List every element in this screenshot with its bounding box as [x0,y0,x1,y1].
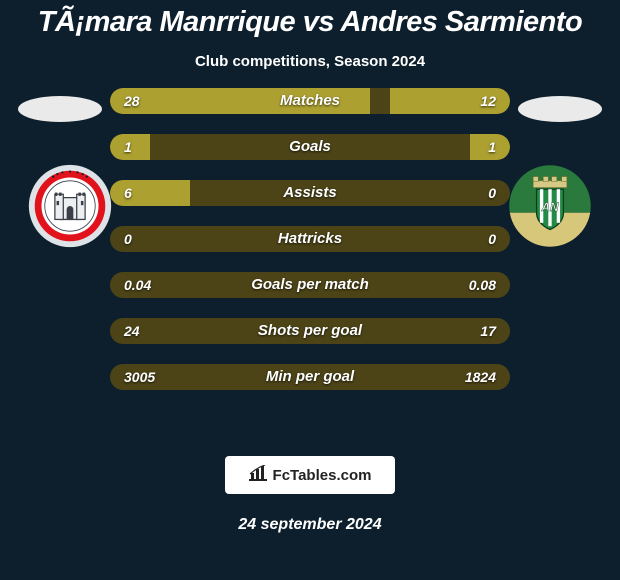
stat-value-right: 12 [480,88,496,114]
stat-value-right: 0 [488,180,496,206]
stat-label: Min per goal [110,364,510,390]
stat-row-gpm: 0.04 Goals per match 0.08 [110,272,510,298]
stat-value-right: 17 [480,318,496,344]
page-title: TÃ¡mara Manrrique vs Andres Sarmiento [0,6,620,39]
stat-row-spg: 24 Shots per goal 17 [110,318,510,344]
stat-row-assists: 6 Assists 0 [110,180,510,206]
right-platform [518,96,602,122]
stat-label: Hattricks [110,226,510,252]
stat-label: Goals per match [110,272,510,298]
brand-link[interactable]: FcTables.com [225,456,395,494]
stat-value-right: 0 [488,226,496,252]
right-club-crest: AN [508,164,592,248]
stats-arena: AN 28 Matches 12 1 Goals 1 6 [0,102,620,442]
chart-icon [249,465,267,485]
stat-value-right: 1824 [465,364,496,390]
page-subtitle: Club competitions, Season 2024 [0,53,620,70]
brand-text: FcTables.com [273,467,372,484]
left-club-crest [28,164,112,248]
stat-label: Assists [110,180,510,206]
stat-row-goals: 1 Goals 1 [110,134,510,160]
stat-label: Matches [110,88,510,114]
comparison-card: TÃ¡mara Manrrique vs Andres Sarmiento Cl… [0,0,620,580]
right-club-crest-svg: AN [508,164,592,248]
left-club-crest-svg [28,164,112,248]
stat-row-hattricks: 0 Hattricks 0 [110,226,510,252]
date-line: 24 september 2024 [0,516,620,534]
stat-row-mpg: 3005 Min per goal 1824 [110,364,510,390]
stat-value-right: 0.08 [469,272,496,298]
svg-text:AN: AN [541,201,559,214]
stat-row-matches: 28 Matches 12 [110,88,510,114]
stat-bars: 28 Matches 12 1 Goals 1 6 Assists 0 [110,88,510,410]
stat-label: Goals [110,134,510,160]
left-platform [18,96,102,122]
stat-value-right: 1 [488,134,496,160]
stat-label: Shots per goal [110,318,510,344]
